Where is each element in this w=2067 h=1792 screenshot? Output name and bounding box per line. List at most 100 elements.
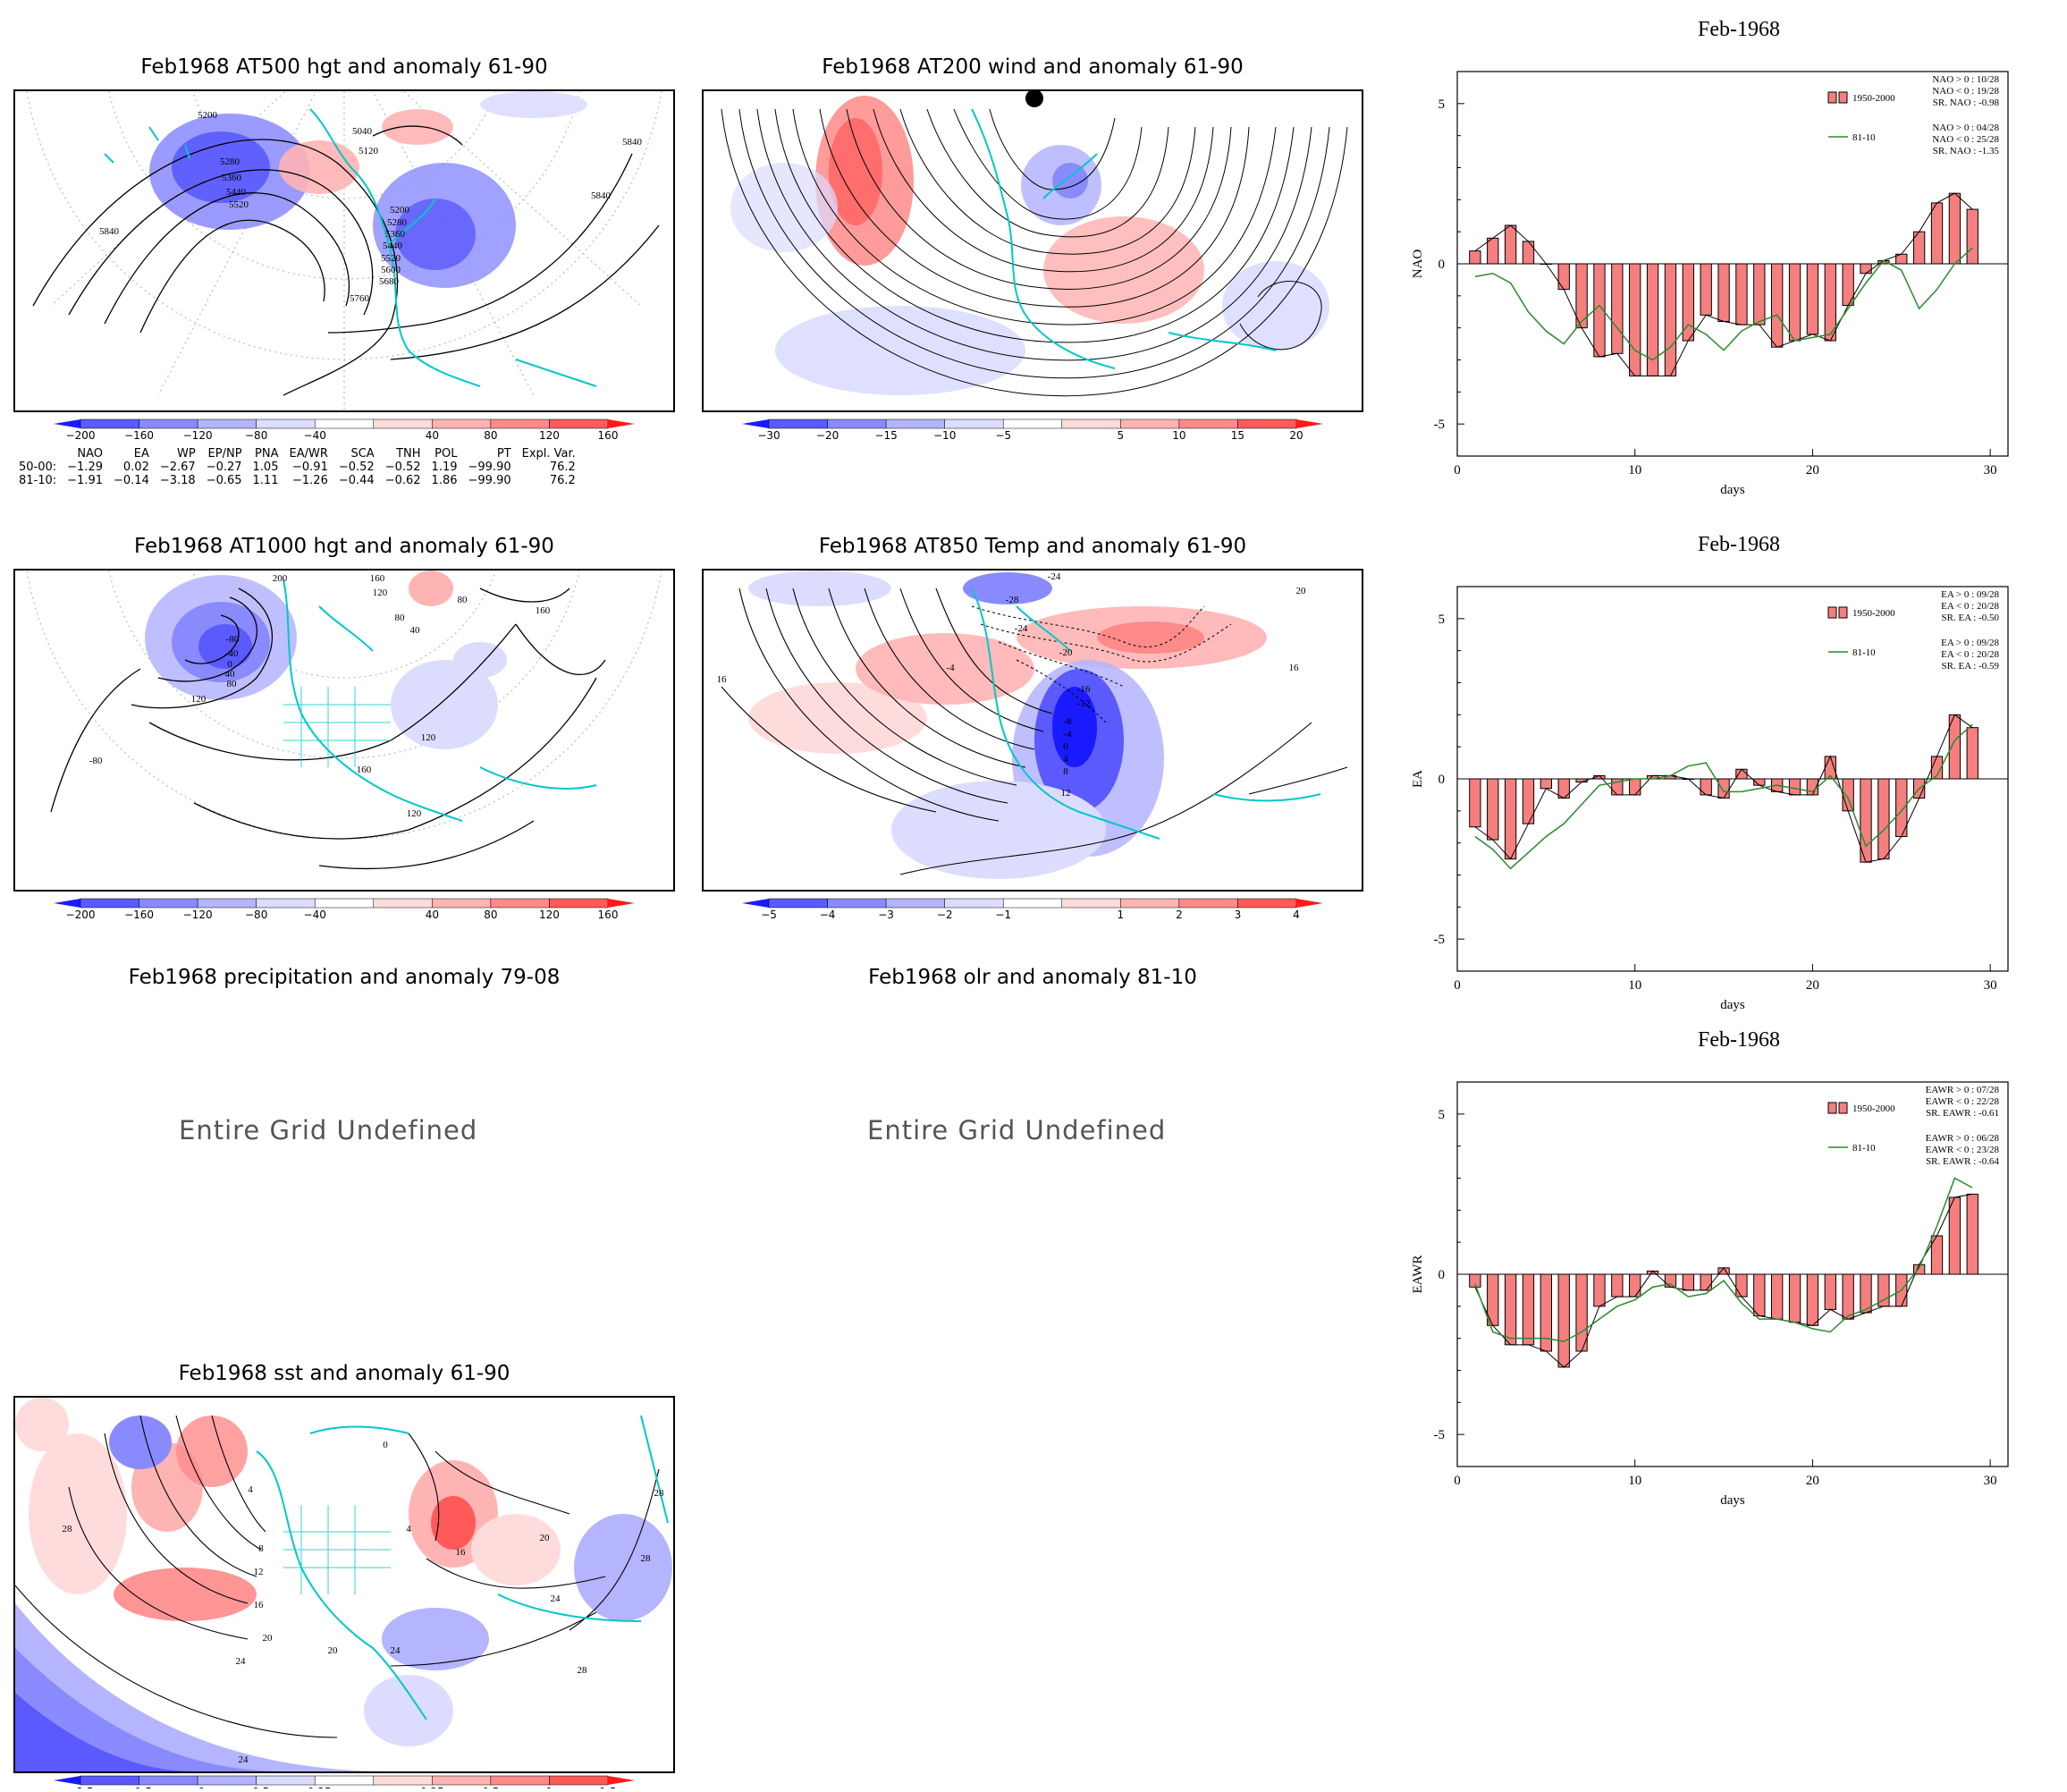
contour-label: 24 — [236, 1656, 247, 1667]
bar — [1877, 778, 1890, 860]
colorbar-tick-label: −120 — [183, 909, 213, 921]
nao-timeseries-chart: -5 0 5 0 10 20 30 days NAO 1950-2000 81-10 NAO > 0 … — [1411, 71, 2009, 497]
y-tick-label: 5 — [1438, 97, 1446, 112]
bar — [1860, 263, 1872, 275]
colorbar-swatch — [1237, 418, 1297, 429]
contour-label: 5760 — [350, 293, 370, 304]
bar — [1487, 778, 1499, 841]
colorbar-tick-label: 3 — [1235, 909, 1242, 921]
colorbar-swatch — [197, 1775, 257, 1786]
precip-undefined-message: Entire Grid Undefined — [179, 1115, 478, 1145]
contour-label: 160 — [357, 765, 372, 775]
colorbar-sst: −2.5−1.5−1−0.5−0.250.250.511.52.5 — [54, 1774, 675, 1792]
stats-line-text: EA > 0 : 09/28 — [1941, 638, 1999, 648]
index-table-cell: −0.62 — [384, 474, 421, 487]
colorbar-tick-label: −15 — [874, 429, 897, 442]
x-tick-label: 0 — [1454, 1474, 1461, 1488]
contour-label: 20 — [540, 1533, 551, 1543]
y-tick-label: 0 — [1438, 1268, 1446, 1282]
index-table-row-label: 81-10: — [19, 474, 57, 487]
stats-line-text: SR. NAO : -1.35 — [1933, 146, 2000, 156]
olr-undefined-message: Entire Grid Undefined — [867, 1115, 1167, 1145]
colorbar-tick-label: 1 — [1118, 909, 1125, 921]
bar — [1629, 778, 1641, 796]
stats-bar-text: EA < 0 : 20/28 — [1941, 601, 1999, 612]
contour-label: -16 — [1077, 684, 1091, 695]
colorbar-swatch — [1061, 418, 1121, 429]
colorbar-tick-label: −3 — [878, 909, 894, 921]
index-table-cell: −0.44 — [338, 474, 375, 487]
x-tick-label: 20 — [1806, 978, 1819, 993]
colorbar-swatch — [885, 898, 945, 909]
contour-label: 5360 — [222, 173, 242, 183]
bar — [1788, 263, 1801, 342]
y-tick-label: 0 — [1438, 773, 1446, 787]
colorbar-swatch — [944, 418, 1004, 429]
index-table-cell: −99.90 — [468, 461, 511, 474]
contour-label: 12 — [254, 1567, 264, 1577]
map-title-t850: Feb1968 AT850 Temp and anomaly 61-90 — [818, 535, 1247, 558]
index-table-cell: 1.05 — [252, 461, 279, 474]
colorbar-svg: −30−20−15−10−5510152030 — [742, 418, 1362, 442]
map-hgt1000-plot: -80 -40 0 40 80 120 160 120 80 40 160 80… — [26, 571, 662, 870]
bar — [1948, 192, 1962, 265]
index-table-header-cell: PNA — [255, 447, 279, 461]
contour-label: 28 — [654, 1488, 665, 1499]
colorbar-svg: −5−4−3−2−112345 — [742, 898, 1358, 921]
stats-bar-text: EAWR < 0 : 22/28 — [1926, 1096, 2000, 1107]
colorbar-tick-label: −160 — [124, 909, 154, 921]
colorbar-swatch — [432, 1775, 492, 1786]
bar — [1860, 778, 1872, 863]
legend-bar-swatch — [1827, 1102, 1837, 1114]
map-hgt1000: -80 -40 0 40 80 120 160 120 80 40 160 80… — [13, 569, 675, 892]
colorbar-swatch — [1237, 898, 1297, 909]
contour-label: 28 — [641, 1553, 652, 1564]
bar — [1575, 1273, 1588, 1352]
bar — [1753, 263, 1766, 325]
x-tick-label: 10 — [1628, 978, 1641, 993]
colorbar-swatch — [432, 418, 492, 429]
colorbar-swatch — [549, 1775, 609, 1786]
contour-label: 5200 — [198, 110, 218, 121]
contour-label: 5120 — [359, 146, 379, 156]
colorbar-swatch — [432, 898, 492, 909]
colorbar-tick-label: 160 — [598, 909, 619, 921]
y-tick-label: 5 — [1438, 1108, 1446, 1122]
stats-line-text: EA < 0 : 20/28 — [1941, 649, 1999, 660]
contour-label: 4 — [406, 1524, 411, 1534]
colorbar-end-high — [608, 899, 635, 908]
bar — [1557, 1273, 1570, 1368]
colorbar-wind: −30−20−15−10−5510152030 — [742, 418, 1362, 444]
colorbar-tick-label: −4 — [820, 909, 836, 921]
colorbar-end-high — [1296, 419, 1323, 428]
map-title-hgt1000: Feb1968 AT1000 hgt and anomaly 61-90 — [134, 535, 554, 558]
bar — [1948, 1196, 1962, 1275]
contour-label: 80 — [227, 679, 238, 689]
legend-line-label: 81-10 — [1852, 132, 1876, 143]
x-tick-label: 30 — [1984, 978, 1997, 993]
bar-outline-line — [1474, 1193, 1973, 1368]
index-table-header-cell: TNH — [396, 447, 421, 461]
colorbar-svg: −200−160−120−80−404080120160200 — [54, 898, 677, 921]
bar — [1735, 1273, 1748, 1298]
index-table-cell: −1.91 — [67, 474, 103, 487]
index-table-header-cell: POL — [434, 447, 458, 461]
index-table-row-label: 50-00: — [19, 461, 57, 474]
bar — [1700, 1273, 1712, 1291]
stats-bar-text: SR. EAWR : -0.61 — [1926, 1108, 1999, 1119]
contour-label: -28 — [1006, 595, 1019, 605]
colorbar-tick-label: −5 — [995, 429, 1011, 442]
index-table-cell: −3.18 — [159, 474, 196, 487]
colorbar-tick-label: 15 — [1231, 429, 1244, 442]
colorbar-tick-label: −30 — [757, 429, 780, 442]
index-table-header-cell: PT — [496, 447, 511, 461]
bar — [1629, 1273, 1641, 1298]
bar — [1664, 263, 1677, 376]
colorbar-end-low — [54, 1776, 80, 1785]
map-wind200-plot — [721, 91, 1348, 397]
x-axis-label: days — [1720, 483, 1745, 497]
contour-label: 24 — [391, 1645, 401, 1656]
x-tick-label: 20 — [1806, 1474, 1819, 1488]
map-sst-plot: 28 4 8 12 16 20 24 0 4 20 24 16 20 24 28… — [15, 1398, 672, 1771]
stats-line-text: EAWR > 0 : 06/28 — [1926, 1133, 2000, 1144]
